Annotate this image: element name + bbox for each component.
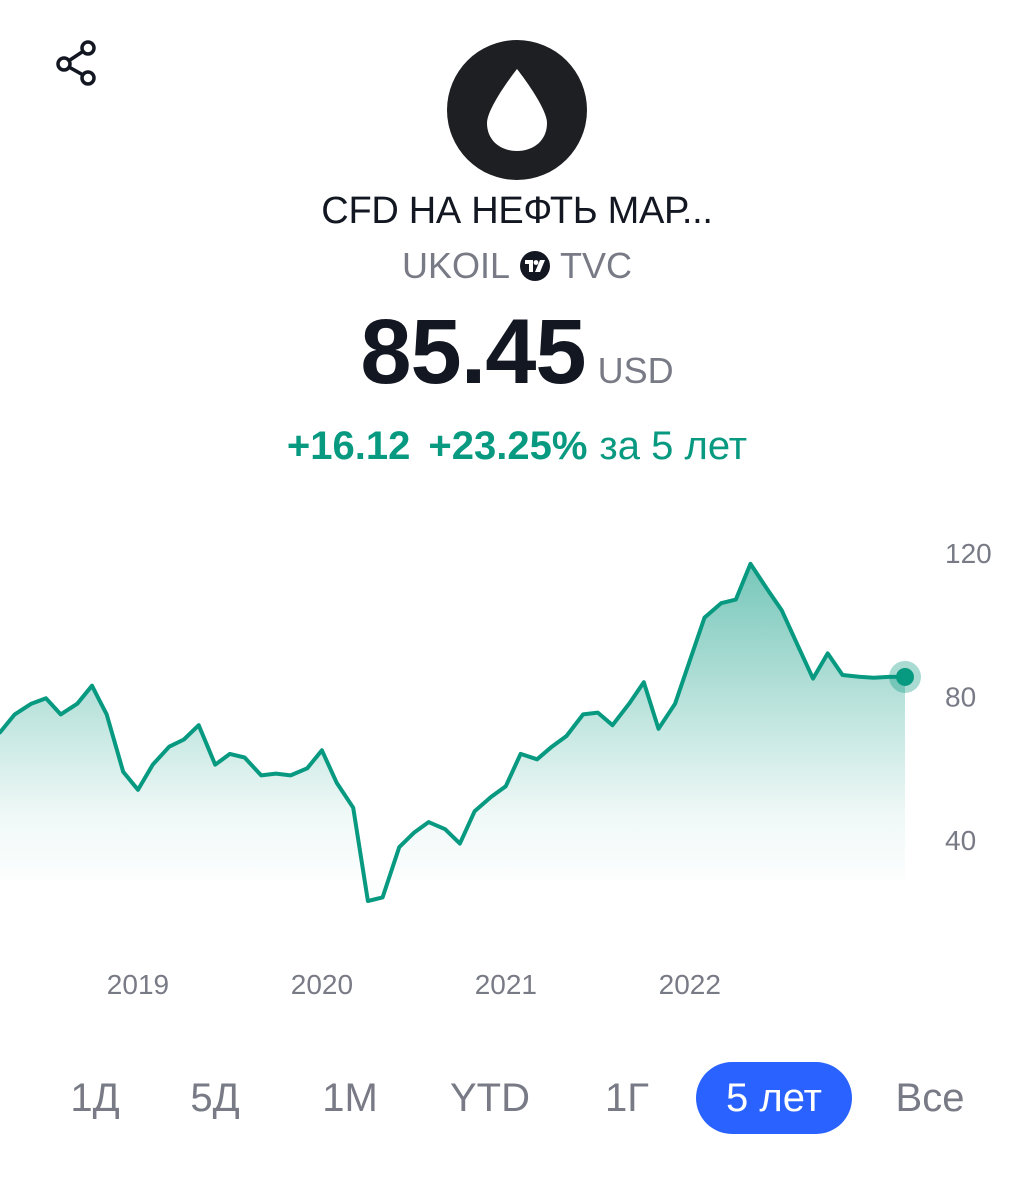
oil-drop-icon (487, 69, 547, 151)
symbol-logo (447, 40, 587, 180)
range-selector: 1Д 5Д 1М YTD 1Г 5 лет Все (0, 1062, 1034, 1134)
symbol-title: CFD НА НЕФТЬ МАР... (321, 190, 713, 232)
chart-series-line (0, 561, 907, 903)
x-tick-label: 2019 (107, 969, 169, 1000)
ticker: UKOIL (401, 245, 511, 286)
range-tab-5y[interactable]: 5 лет (696, 1062, 852, 1134)
share-button[interactable] (48, 34, 104, 90)
range-tab-1d[interactable]: 1Д (70, 1076, 120, 1120)
range-tab-1m[interactable]: 1М (322, 1076, 378, 1120)
x-tick-label: 2022 (659, 969, 721, 1000)
share-icon (56, 40, 96, 86)
y-tick-label: 80 (945, 682, 976, 713)
price-row: 85.45 USD (0, 300, 1034, 405)
range-tab-ytd[interactable]: YTD (450, 1076, 530, 1120)
last-price: 85.45 (360, 301, 586, 403)
x-tick-label: 2021 (475, 969, 537, 1000)
range-tab-5d[interactable]: 5Д (190, 1076, 240, 1120)
y-tick-label: 40 (945, 825, 976, 856)
last-point-marker (896, 667, 914, 686)
change-absolute: +16.12 (286, 424, 411, 468)
y-tick-label: 120 (945, 538, 992, 569)
price-chart[interactable]: 40 80 120 2019 2020 2021 2022 (0, 520, 1034, 1020)
range-tab-all[interactable]: Все (895, 1076, 965, 1120)
range-tab-1y[interactable]: 1Г (605, 1076, 649, 1120)
change-period: за 5 лет (599, 424, 748, 468)
change-percent: +23.25% (428, 424, 588, 468)
currency: USD (597, 350, 674, 391)
tradingview-icon (520, 251, 551, 281)
change-row: +16.12 +23.25% за 5 лет (0, 424, 1034, 469)
symbol-subline: UKOIL TVC (0, 244, 1034, 288)
chart-area-fill (0, 563, 905, 901)
exchange: TVC (560, 245, 633, 286)
x-tick-label: 2020 (291, 969, 353, 1000)
